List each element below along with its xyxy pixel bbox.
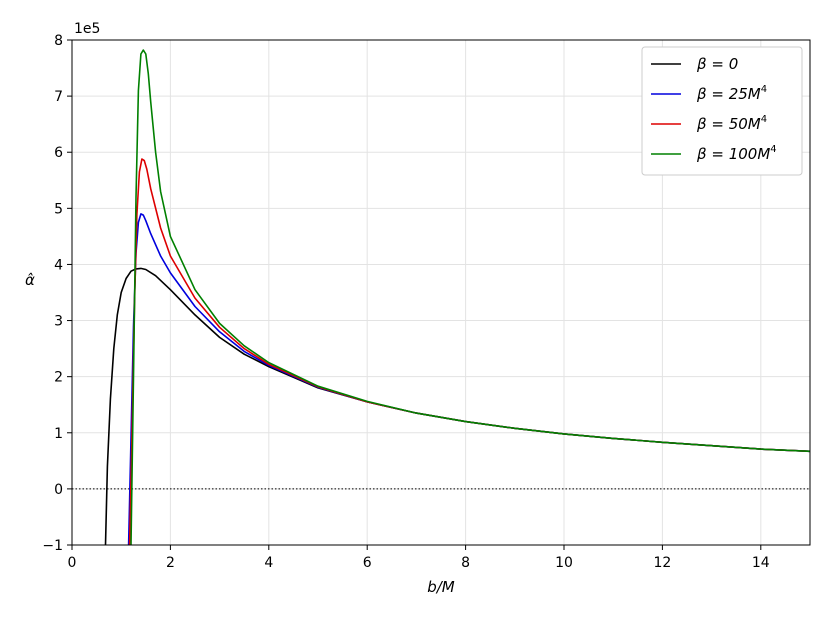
legend-label-1: β = 25M4 (696, 84, 767, 103)
y-tick-label: 1 (54, 426, 63, 442)
legend-label-3: β = 100M4 (696, 144, 777, 163)
y-axis-label: α̂ (25, 271, 35, 289)
x-tick-label: 2 (166, 555, 175, 571)
y-tick-label: 6 (54, 145, 63, 161)
y-tick-label: 5 (54, 201, 63, 217)
y-tick-label: −1 (42, 538, 63, 554)
legend: β = 0 β = 25M4 β = 50M4 β = 100M4 (641, 46, 803, 176)
series-line-2 (128, 158, 810, 545)
x-axis-label: b/M (427, 578, 455, 596)
y-tick-label: 8 (54, 33, 63, 49)
series-line-1 (127, 213, 810, 545)
y-tick-label: 4 (54, 257, 63, 273)
legend-label-2: β = 50M4 (696, 114, 767, 133)
legend-box (641, 46, 803, 176)
y-multiplier-label: 1e5 (74, 21, 100, 37)
x-tick-label: 14 (752, 555, 770, 571)
plot-frame (71, 39, 811, 546)
x-tick-label: 8 (461, 555, 470, 571)
series-layer (104, 49, 810, 545)
legend-label-0: β = 0 (696, 55, 738, 73)
x-tick-label: 6 (363, 555, 372, 571)
x-tick-label: 4 (264, 555, 273, 571)
series-line-0 (104, 267, 810, 545)
x-tick-label: 10 (555, 555, 573, 571)
y-tick-label: 3 (54, 314, 63, 330)
x-tick-label: 0 (68, 555, 77, 571)
x-tick-label: 12 (653, 555, 671, 571)
y-tick-label: 7 (54, 89, 63, 105)
series-line-3 (130, 49, 810, 545)
y-tick-label: 2 (54, 370, 63, 386)
y-tick-label: 0 (54, 482, 63, 498)
